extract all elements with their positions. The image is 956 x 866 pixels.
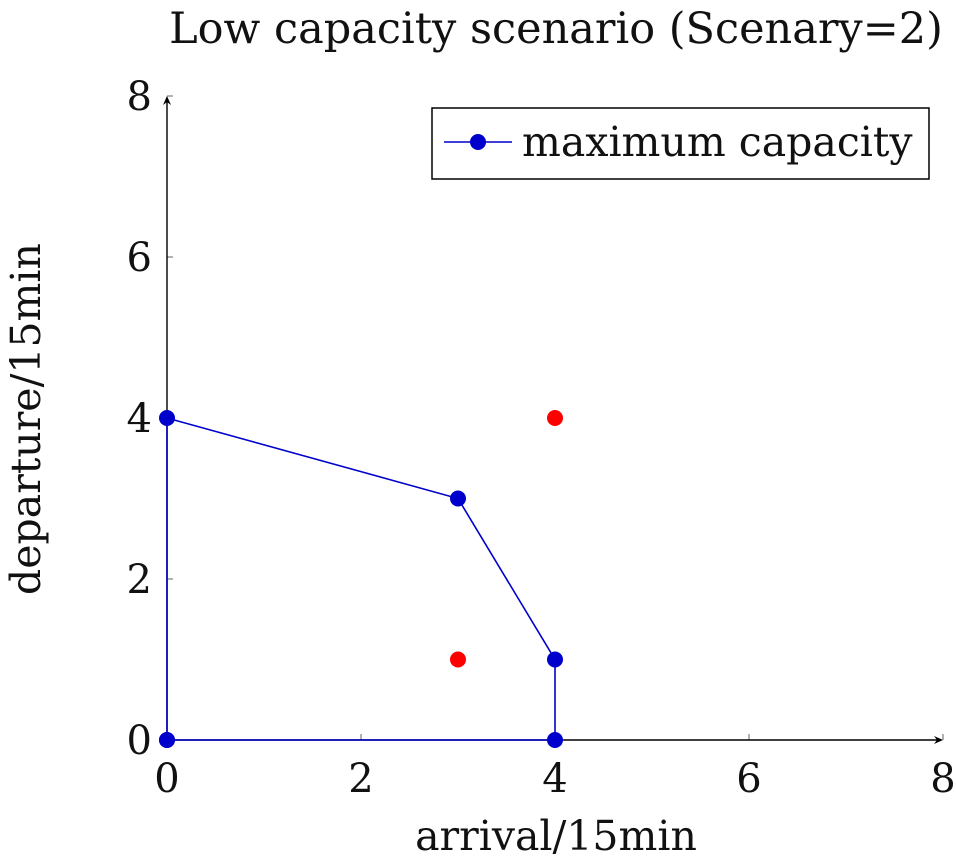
y-axis-label: departure/15min: [2, 243, 50, 595]
y-axis-arrowhead: [163, 96, 171, 105]
y-tick-label: 6: [127, 235, 152, 281]
x-tick-label: 6: [736, 756, 761, 802]
legend-marker: [470, 134, 486, 150]
x-tick-label: 8: [930, 756, 955, 802]
y-tick-label: 0: [127, 718, 152, 764]
legend: maximum capacity: [431, 107, 930, 180]
capacity-point: [159, 732, 175, 748]
ticks-layer: 0 2 4 6 8 0 2 4 6 8: [127, 74, 956, 802]
chart-title: Low capacity scenario (Scenary=2): [169, 4, 943, 54]
series-layer: [159, 410, 563, 748]
x-tick-label: 4: [542, 756, 567, 802]
x-tick-label: 0: [154, 756, 179, 802]
legend-label: maximum capacity: [522, 118, 913, 166]
y-tick-label: 2: [127, 557, 152, 603]
capacity-point: [547, 651, 563, 668]
y-tick-label: 4: [127, 396, 152, 442]
demand-point: [547, 410, 563, 426]
capacity-point: [547, 732, 563, 748]
series-line-maximum-capacity: [166, 416, 556, 741]
x-tick-label: 2: [348, 756, 373, 802]
y-tick-label: 8: [127, 74, 152, 120]
capacity-point: [450, 490, 466, 507]
demand-point: [450, 651, 466, 668]
x-axis-arrowhead: [934, 736, 943, 744]
legend-frame: [431, 107, 930, 180]
x-axis-label: arrival/15min: [415, 812, 697, 860]
capacity-point: [159, 410, 175, 426]
